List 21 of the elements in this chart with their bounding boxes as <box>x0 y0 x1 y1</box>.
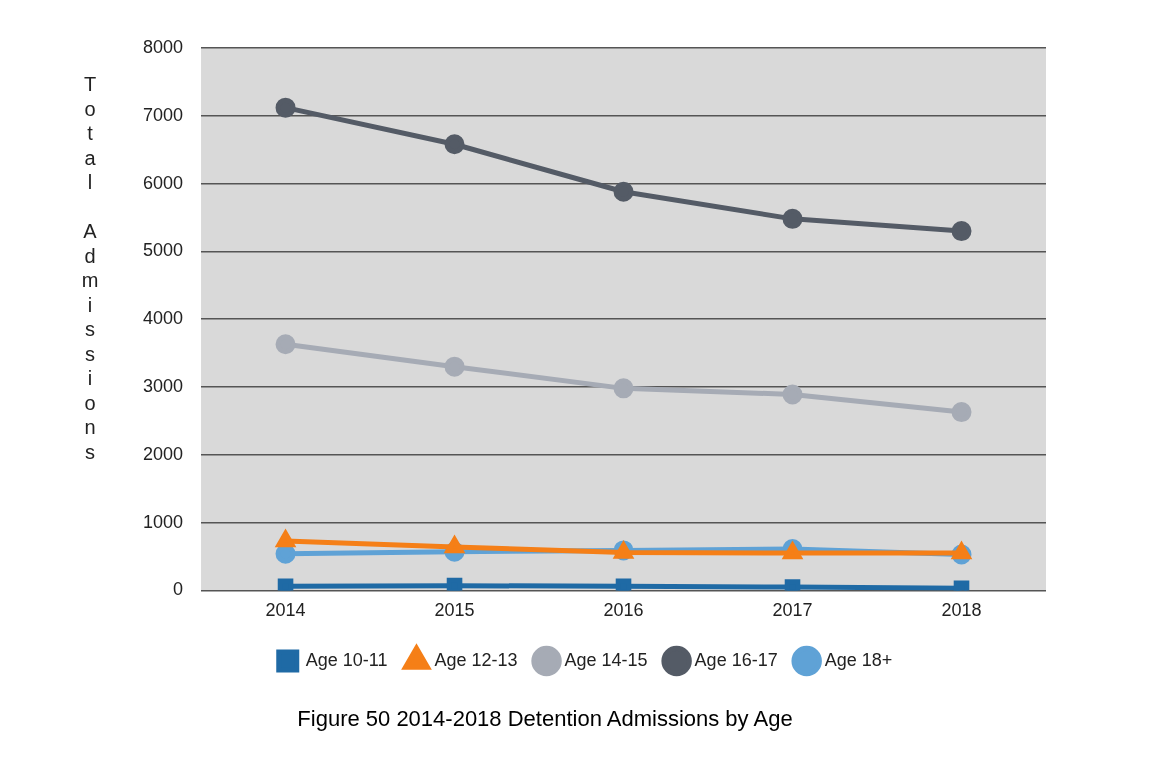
legend-label: Age 10-11 <box>305 649 388 670</box>
x-tick-label: 2016 <box>603 600 644 621</box>
legend-label: Age 16-17 <box>694 649 778 670</box>
legend-label: Age 18+ <box>824 649 893 670</box>
y-tick-label: 1000 <box>143 511 184 532</box>
y-tick-label: 5000 <box>143 240 184 261</box>
legend-label: Age 14-15 <box>564 649 648 670</box>
x-tick-label: 2018 <box>941 600 982 621</box>
y-tick-label: 6000 <box>143 172 184 193</box>
x-tick-label: 2015 <box>434 600 475 621</box>
y-tick-label: 4000 <box>143 308 184 329</box>
y-tick-label: 7000 <box>143 104 184 125</box>
text: Figure 50 2014-2018 Detention Admissions by Age <box>296 706 794 732</box>
y-tick-label: 3000 <box>143 375 184 396</box>
x-tick-label: 2017 <box>772 600 813 621</box>
y-tick-label: 8000 <box>143 36 184 57</box>
legend-label: Age 12-13 <box>434 649 518 670</box>
y-tick-label: 2000 <box>143 443 184 464</box>
text: Total Admissions <box>81 73 99 463</box>
y-tick-label: 0 <box>173 579 184 600</box>
x-tick-label: 2014 <box>265 600 306 621</box>
